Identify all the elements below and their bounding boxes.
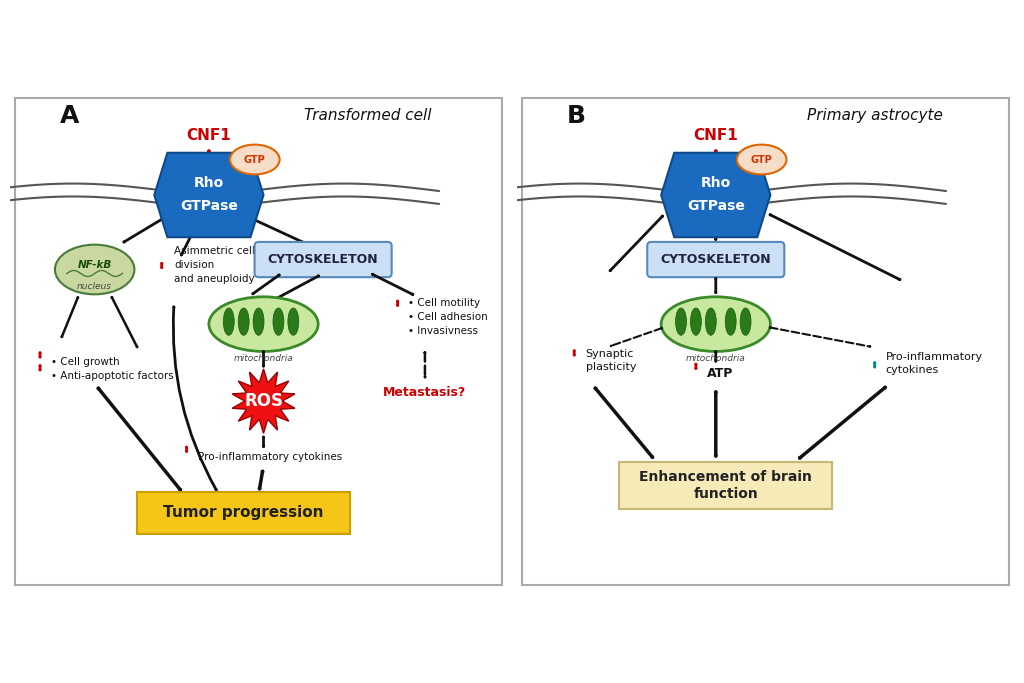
Text: CYTOSKELETON: CYTOSKELETON xyxy=(660,253,771,266)
Text: ROS: ROS xyxy=(244,392,283,410)
Ellipse shape xyxy=(209,297,318,352)
Text: Metastasis?: Metastasis? xyxy=(383,386,467,399)
Text: GTP: GTP xyxy=(244,154,265,165)
Text: B: B xyxy=(567,104,586,128)
Text: Enhancement of brain
function: Enhancement of brain function xyxy=(639,471,812,501)
Ellipse shape xyxy=(230,145,280,174)
Ellipse shape xyxy=(662,297,770,352)
Text: CNF1: CNF1 xyxy=(186,128,231,143)
Text: NF-kB: NF-kB xyxy=(78,260,112,270)
Text: GTPase: GTPase xyxy=(180,199,238,213)
Text: Pro-inflammatory cytokines: Pro-inflammatory cytokines xyxy=(198,451,342,462)
Text: ATP: ATP xyxy=(707,367,733,380)
FancyBboxPatch shape xyxy=(15,98,502,585)
Text: Rho: Rho xyxy=(700,176,731,190)
Text: nucleus: nucleus xyxy=(77,282,113,292)
Text: Pro-inflammatory
cytokines: Pro-inflammatory cytokines xyxy=(886,352,983,376)
FancyBboxPatch shape xyxy=(255,242,391,277)
Text: GTP: GTP xyxy=(751,154,772,165)
Polygon shape xyxy=(232,369,295,434)
FancyBboxPatch shape xyxy=(647,242,784,277)
Polygon shape xyxy=(662,153,770,237)
Text: GTPase: GTPase xyxy=(687,199,744,213)
Text: Synaptic
plasticity: Synaptic plasticity xyxy=(586,349,636,372)
Ellipse shape xyxy=(690,308,701,335)
Text: mitochondria: mitochondria xyxy=(686,354,745,363)
Text: Rho: Rho xyxy=(194,176,224,190)
Text: CNF1: CNF1 xyxy=(693,128,738,143)
Ellipse shape xyxy=(223,308,234,335)
Text: Tumor progression: Tumor progression xyxy=(164,505,324,520)
Ellipse shape xyxy=(737,145,786,174)
Text: mitochondria: mitochondria xyxy=(233,354,294,363)
Text: Primary astrocyte: Primary astrocyte xyxy=(807,108,943,123)
Ellipse shape xyxy=(288,308,299,335)
Ellipse shape xyxy=(706,308,716,335)
Text: • Cell growth
• Anti-apoptotic factors: • Cell growth • Anti-apoptotic factors xyxy=(51,357,174,381)
Ellipse shape xyxy=(676,308,686,335)
Ellipse shape xyxy=(239,308,249,335)
Ellipse shape xyxy=(55,245,134,294)
Text: A: A xyxy=(60,104,80,128)
Ellipse shape xyxy=(273,308,284,335)
FancyBboxPatch shape xyxy=(618,462,833,509)
FancyBboxPatch shape xyxy=(137,492,350,534)
Text: Transformed cell: Transformed cell xyxy=(304,108,431,123)
Ellipse shape xyxy=(740,308,751,335)
Text: CYTOSKELETON: CYTOSKELETON xyxy=(268,253,379,266)
FancyBboxPatch shape xyxy=(522,98,1009,585)
Text: Asimmetric cell
division
and aneuploidy: Asimmetric cell division and aneuploidy xyxy=(174,245,255,283)
Text: • Cell motility
• Cell adhesion
• Invasivness: • Cell motility • Cell adhesion • Invasi… xyxy=(408,298,487,335)
Ellipse shape xyxy=(725,308,736,335)
Polygon shape xyxy=(155,153,263,237)
Ellipse shape xyxy=(253,308,264,335)
